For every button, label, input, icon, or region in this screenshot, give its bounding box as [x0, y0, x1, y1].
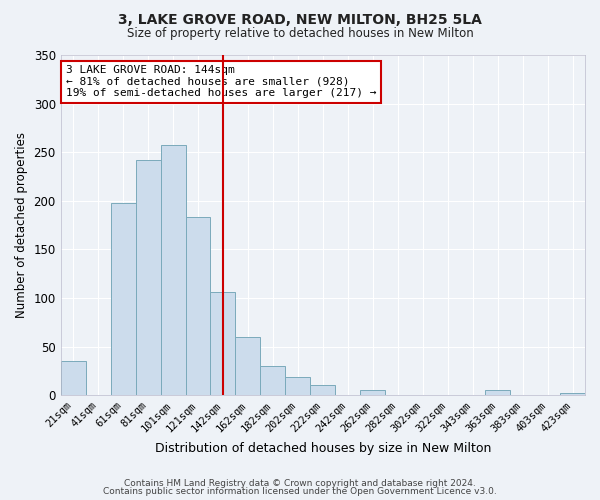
Text: Contains public sector information licensed under the Open Government Licence v3: Contains public sector information licen…	[103, 487, 497, 496]
Bar	[61, 361, 86, 395]
Text: 3 LAKE GROVE ROAD: 144sqm
← 81% of detached houses are smaller (928)
19% of semi: 3 LAKE GROVE ROAD: 144sqm ← 81% of detac…	[66, 65, 376, 98]
Bar	[260, 366, 286, 395]
X-axis label: Distribution of detached houses by size in New Milton: Distribution of detached houses by size …	[155, 442, 491, 455]
Text: Contains HM Land Registry data © Crown copyright and database right 2024.: Contains HM Land Registry data © Crown c…	[124, 478, 476, 488]
Text: Size of property relative to detached houses in New Milton: Size of property relative to detached ho…	[127, 28, 473, 40]
Y-axis label: Number of detached properties: Number of detached properties	[15, 132, 28, 318]
Bar	[185, 218, 211, 395]
Bar	[110, 203, 136, 395]
Bar	[161, 146, 185, 395]
Bar	[136, 160, 161, 395]
Bar	[310, 386, 335, 395]
Text: 3, LAKE GROVE ROAD, NEW MILTON, BH25 5LA: 3, LAKE GROVE ROAD, NEW MILTON, BH25 5LA	[118, 12, 482, 26]
Bar	[286, 376, 310, 395]
Bar	[360, 390, 385, 395]
Bar	[235, 337, 260, 395]
Bar	[485, 390, 510, 395]
Bar	[560, 394, 585, 395]
Bar	[211, 292, 235, 395]
